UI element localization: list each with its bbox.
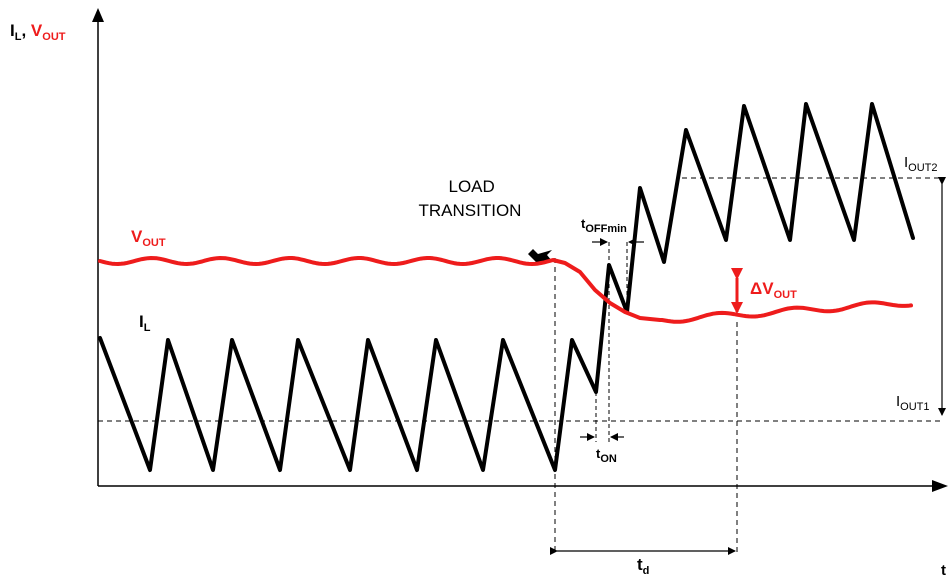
y-axis-label: IL, VOUT <box>10 21 66 43</box>
iout2-label: IOUT2 <box>904 154 938 174</box>
y-axis-arrow-icon <box>92 8 104 22</box>
ton-label: tON <box>596 446 617 465</box>
td-label: td <box>637 555 649 575</box>
x-axis-label: t <box>941 562 946 575</box>
load-transition-arrow-icon <box>528 249 552 262</box>
load-transition-label: LOAD TRANSITION <box>419 177 522 220</box>
il-label: IL <box>139 312 151 334</box>
vout-label: VOUT <box>131 227 166 249</box>
toffmin-label: tOFFmin <box>581 216 627 235</box>
il-waveform <box>98 102 915 472</box>
vout-waveform <box>98 256 913 324</box>
x-axis-arrow-icon <box>932 480 948 492</box>
delta-vout-label: ΔVOUT <box>750 279 797 301</box>
iout1-label: IOUT1 <box>896 393 930 413</box>
